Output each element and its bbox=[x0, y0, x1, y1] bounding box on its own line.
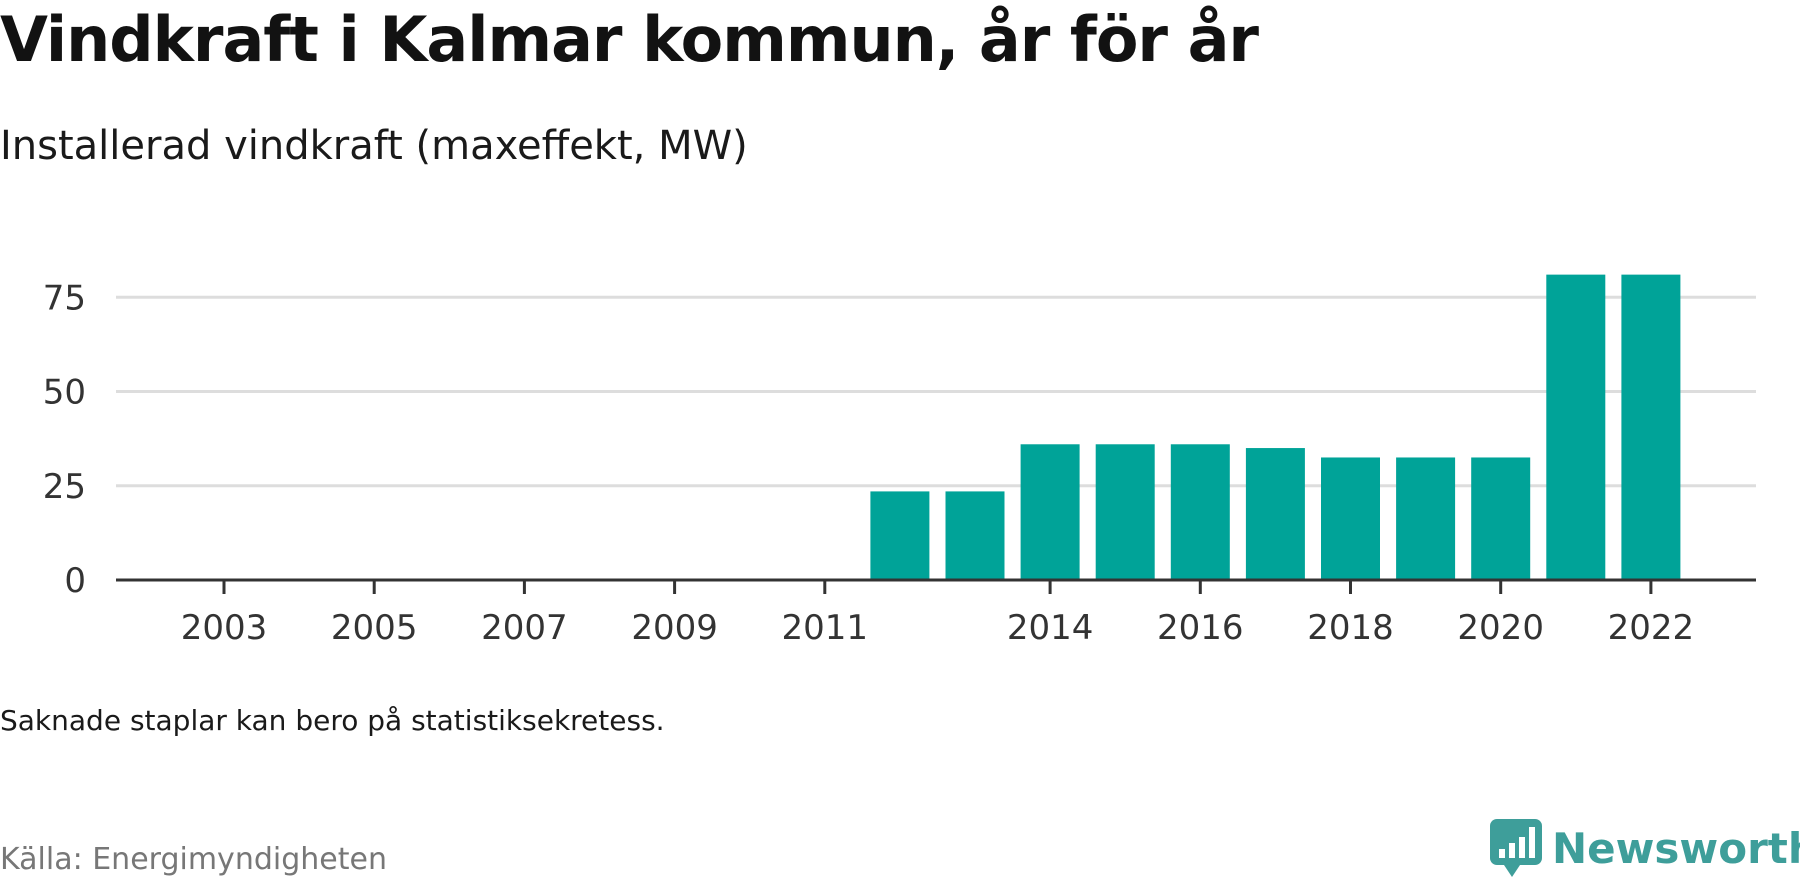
axes: 0 25 50 75 2003 2005 2007 2009 2011 2014 2016 2018 2… bbox=[43, 278, 1756, 648]
footnote: Saknade staplar kan bero på statistiksek… bbox=[0, 704, 665, 737]
bar-2022 bbox=[1621, 274, 1681, 580]
x-tick-label: 2009 bbox=[631, 608, 718, 648]
bar-2013 bbox=[945, 491, 1005, 580]
bar-2016 bbox=[1170, 444, 1230, 580]
bar-2012 bbox=[870, 491, 930, 580]
bars bbox=[870, 274, 1681, 580]
x-tick-label: 2007 bbox=[481, 608, 568, 648]
bar-2018 bbox=[1321, 457, 1380, 580]
newsworthy-logo[interactable]: Newsworthy bbox=[1490, 818, 1800, 880]
brand-name: Newsworthy bbox=[1552, 824, 1800, 873]
x-tick-label: 2022 bbox=[1608, 608, 1695, 648]
bar-2015 bbox=[1095, 444, 1155, 580]
y-tick-label: 50 bbox=[43, 373, 86, 413]
chart-subtitle: Installerad vindkraft (maxeffekt, MW) bbox=[0, 123, 748, 169]
x-tick-label: 2020 bbox=[1457, 608, 1544, 648]
bar-2017 bbox=[1245, 448, 1305, 580]
x-tick-label: 2018 bbox=[1307, 608, 1394, 648]
y-tick-label: 75 bbox=[43, 278, 86, 318]
chart-title: Vindkraft i Kalmar kommun, år för år bbox=[0, 3, 1259, 76]
bar-2014 bbox=[1020, 444, 1080, 580]
x-tick-label: 2003 bbox=[181, 608, 268, 648]
bar-2019 bbox=[1396, 457, 1456, 580]
x-tick-label: 2016 bbox=[1157, 608, 1244, 648]
bar-2020 bbox=[1471, 457, 1531, 580]
x-tick-label: 2014 bbox=[1007, 608, 1094, 648]
source-credit: Källa: Energimyndigheten bbox=[0, 842, 387, 877]
newsworthy-logo-icon bbox=[1490, 819, 1542, 877]
x-tick-label: 2005 bbox=[331, 608, 418, 648]
y-tick-label: 0 bbox=[64, 561, 86, 601]
bar-chart: 0 25 50 75 2003 2005 2007 2009 2011 2014 2016 2018 2… bbox=[43, 274, 1756, 648]
bar-2021 bbox=[1546, 274, 1606, 580]
x-tick-label: 2011 bbox=[782, 608, 869, 648]
y-tick-label: 25 bbox=[43, 467, 86, 507]
